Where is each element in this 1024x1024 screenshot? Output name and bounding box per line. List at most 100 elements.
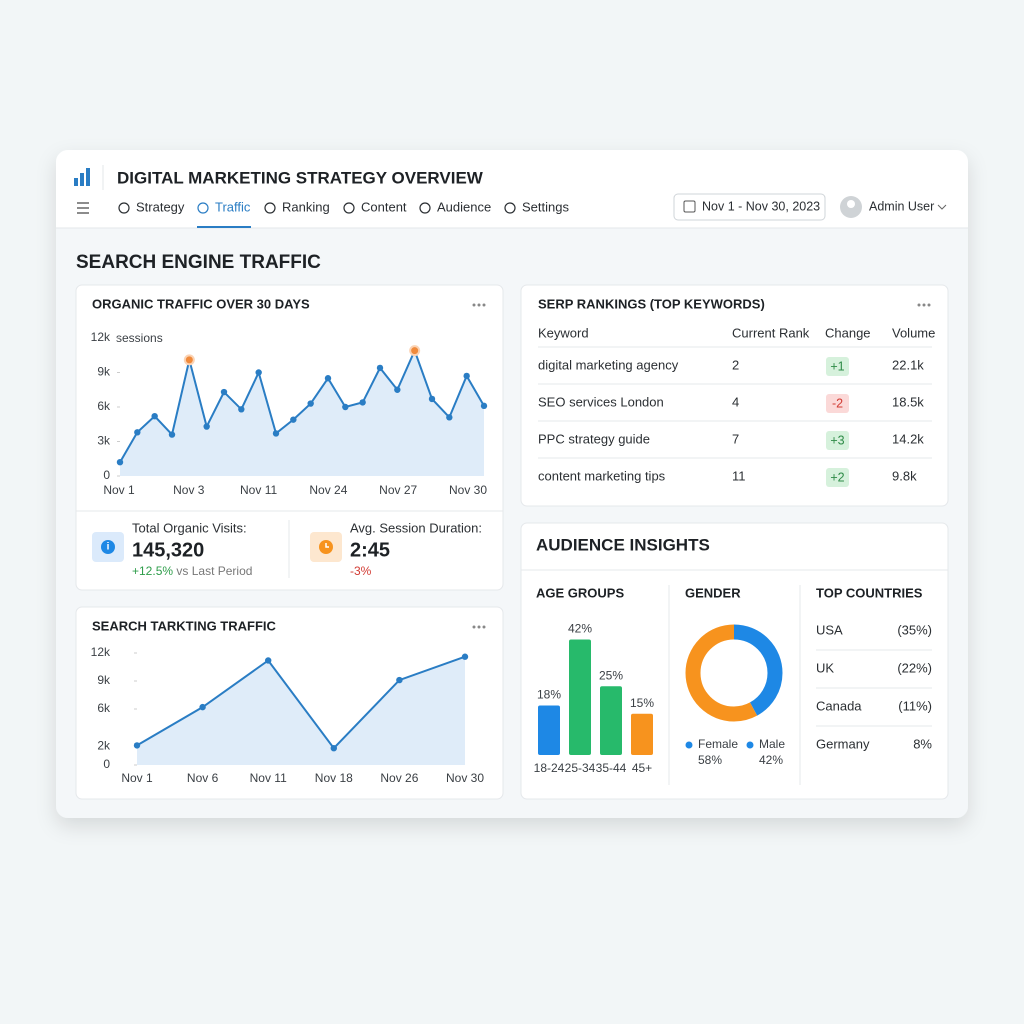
y-unit: sessions (116, 331, 163, 345)
country: Canada (816, 698, 862, 713)
panel-title: SEARCH TARKTING TRAFFIC (92, 618, 277, 633)
y-tick-label: 6k (97, 399, 111, 413)
point (446, 414, 453, 421)
point (168, 431, 176, 438)
area (120, 350, 484, 476)
nav-item[interactable]: Strategy (136, 199, 185, 214)
point (359, 399, 366, 406)
country: Germany (816, 736, 870, 751)
y-tick-label: 3k (97, 434, 111, 448)
point (480, 402, 488, 410)
stat-change-value: -3% (350, 564, 372, 578)
y-tick-label: 9k (97, 673, 111, 687)
point (265, 657, 272, 664)
stat-label: Avg. Session Duration: (350, 520, 482, 535)
point (255, 369, 262, 376)
x-tick-label: Nov 3 (173, 483, 205, 497)
nav-item[interactable]: Content (361, 199, 407, 214)
change-badge (826, 357, 849, 376)
organic-chart: 0 3k 6k 9k 12k Nov 1 Nov 3 Nov 11 Nov 24 Nov 27 No… (91, 330, 488, 497)
donut-segment (685, 624, 783, 722)
avatar-head (847, 200, 855, 208)
age-chart: 18% 18-24 42% 25-34 25% 35-44 15% 45+ (534, 622, 655, 776)
nav-item[interactable]: Traffic (215, 199, 251, 214)
y-tick-label: 0 (103, 757, 110, 771)
cell: 9.8k (892, 468, 917, 483)
menu-icon[interactable] (77, 202, 89, 214)
cell: 7 (732, 431, 739, 446)
point (463, 372, 470, 380)
y-tick-label: 6k (97, 701, 111, 715)
stat-label: Total Organic Visits: (132, 520, 247, 535)
nav-item[interactable]: Settings (522, 199, 569, 214)
nav-icon (504, 202, 516, 214)
y-tick-label: 0 (103, 468, 110, 482)
stat-value: 2:45 (350, 539, 390, 561)
point (396, 676, 403, 684)
date-picker[interactable] (673, 193, 826, 221)
x-tick-label: Nov 30 (446, 771, 484, 785)
dividers (76, 510, 948, 785)
change-badge (826, 394, 849, 413)
clock-hands (325, 543, 329, 548)
nav-item[interactable]: Audience (437, 199, 491, 214)
x-tick-label: Nov 6 (187, 771, 219, 785)
panel-menus[interactable] (472, 303, 931, 629)
cell: 14.2k (892, 431, 924, 446)
chevron[interactable] (937, 204, 947, 210)
y-tick-label: 9k (97, 365, 111, 379)
info-icon (101, 540, 115, 554)
nav-icon (343, 202, 355, 214)
cell: 11 (732, 468, 746, 483)
share: (11%) (898, 698, 932, 713)
bar (538, 705, 560, 755)
x-tick-label: Nov 27 (379, 483, 417, 497)
country: USA (816, 622, 843, 637)
column-header: Current Rank (732, 325, 810, 340)
point (324, 375, 332, 382)
point (199, 703, 206, 711)
x-tick-label: Nov 24 (309, 483, 347, 497)
stat-change-value: +12.5% (132, 564, 173, 578)
calendar-icon (683, 200, 696, 213)
x-tick-label: 25-34 (565, 761, 596, 775)
legend-label: Male (759, 737, 785, 751)
bar (600, 686, 622, 755)
cell: 22.1k (892, 357, 924, 372)
nav-item[interactable]: Ranking (282, 199, 330, 214)
change: +1 (830, 359, 844, 373)
change-badge (826, 468, 849, 487)
nav-icon (118, 202, 130, 214)
x-tick-label: Nov 1 (103, 483, 135, 497)
panel-title: AUDIENCE INSIGHTS (536, 535, 710, 554)
gender-chart: Female 58% Male 42% (685, 624, 785, 767)
column-header: Change (825, 325, 871, 340)
point (116, 459, 124, 466)
cell: digital marketing agency (538, 357, 679, 372)
header-bar (56, 150, 968, 228)
point (203, 423, 210, 430)
cell: 18.5k (892, 394, 924, 409)
point (238, 406, 245, 413)
change: +3 (830, 433, 844, 447)
x-tick-label: Nov 18 (315, 771, 353, 785)
legend-dot (746, 741, 754, 749)
column-header: Volume (892, 325, 935, 340)
user-name[interactable]: Admin User (869, 199, 934, 213)
point (307, 400, 314, 407)
app-title: DIGITAL MARKETING STRATEGY OVERVIEW (117, 168, 484, 187)
x-tick-label: 35-44 (596, 761, 627, 775)
section-title: SEARCH ENGINE TRAFFIC (76, 252, 321, 273)
change-badge (826, 431, 849, 450)
share: 8% (913, 736, 932, 751)
point (342, 403, 349, 411)
x-tick-label: Nov 26 (380, 771, 418, 785)
nav-icon (419, 202, 431, 214)
x-tick-label: Nov 11 (250, 771, 287, 785)
countries-table: USA (35%) UK (22%) Canada (11%) Germany 8% (816, 622, 932, 751)
point (134, 429, 141, 436)
point (409, 345, 421, 357)
y-tick-label: 12k (91, 330, 111, 344)
